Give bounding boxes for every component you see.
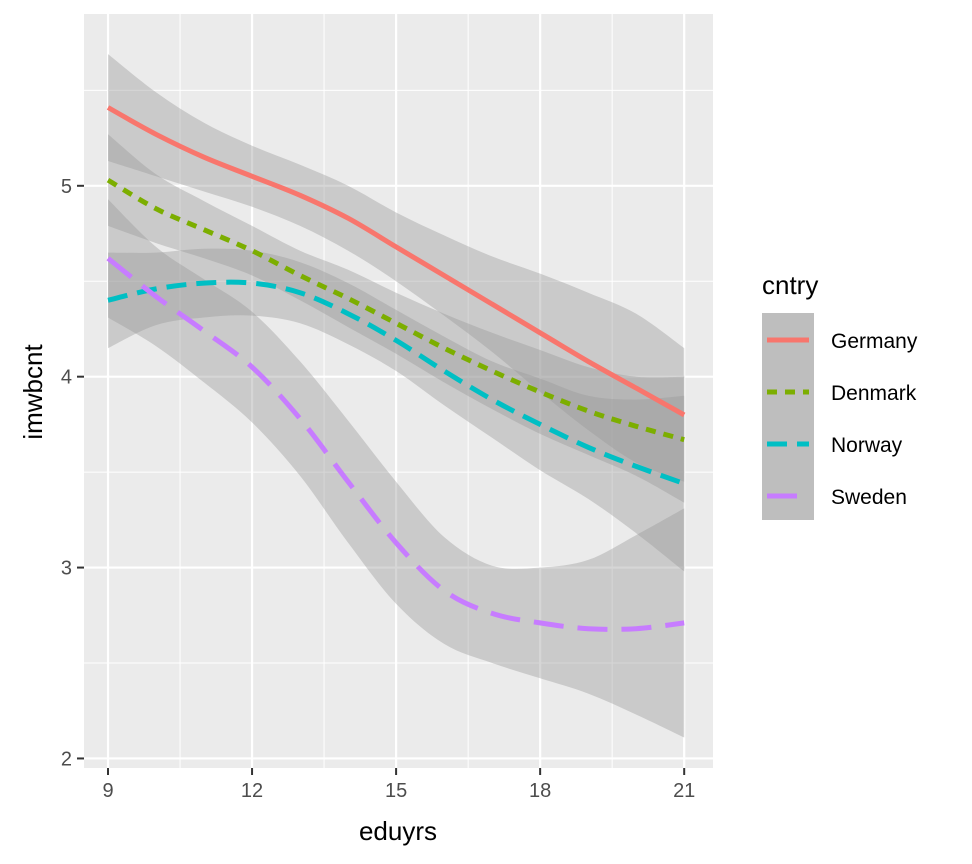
x-axis-title: eduyrs (359, 816, 437, 846)
series-line-denmark (106, 177, 685, 443)
axes: 9 12 15 18 21 2 3 4 5 (61, 176, 695, 802)
legend-label-norway: Norway (831, 434, 903, 457)
series-lines (106, 105, 686, 632)
x-tick-label: 12 (241, 780, 263, 802)
major-gridlines (84, 14, 713, 768)
confidence-band-sweden (108, 199, 685, 738)
x-tick-label: 9 (102, 780, 113, 802)
confidence-band-denmark (108, 134, 685, 503)
x-tick-label: 21 (673, 780, 695, 802)
y-tick-label: 4 (61, 367, 72, 389)
x-tick-label: 18 (529, 780, 551, 802)
y-tick-label: 3 (61, 558, 72, 580)
confidence-bands (108, 54, 685, 738)
confidence-band-norway (108, 248, 685, 572)
y-axis-title: imwbcnt (18, 344, 48, 440)
confidence-band-germany (108, 54, 685, 482)
plot-panel (84, 14, 713, 768)
y-tick-label: 5 (61, 176, 72, 198)
legend-label-sweden: Sweden (831, 486, 907, 509)
legend-label-germany: Germany (831, 330, 918, 353)
y-tick-label: 2 (61, 748, 72, 770)
legend-key-background (762, 313, 814, 520)
legend-label-denmark: Denmark (831, 382, 917, 405)
series-line-norway (107, 279, 686, 486)
series-line-sweden (106, 256, 685, 632)
series-line-germany (106, 105, 686, 418)
x-tick-label: 15 (385, 780, 407, 802)
minor-gridlines (84, 14, 713, 768)
legend: cntry Germany Denmark Norway Sweden (762, 270, 918, 520)
legend-title: cntry (762, 270, 818, 300)
